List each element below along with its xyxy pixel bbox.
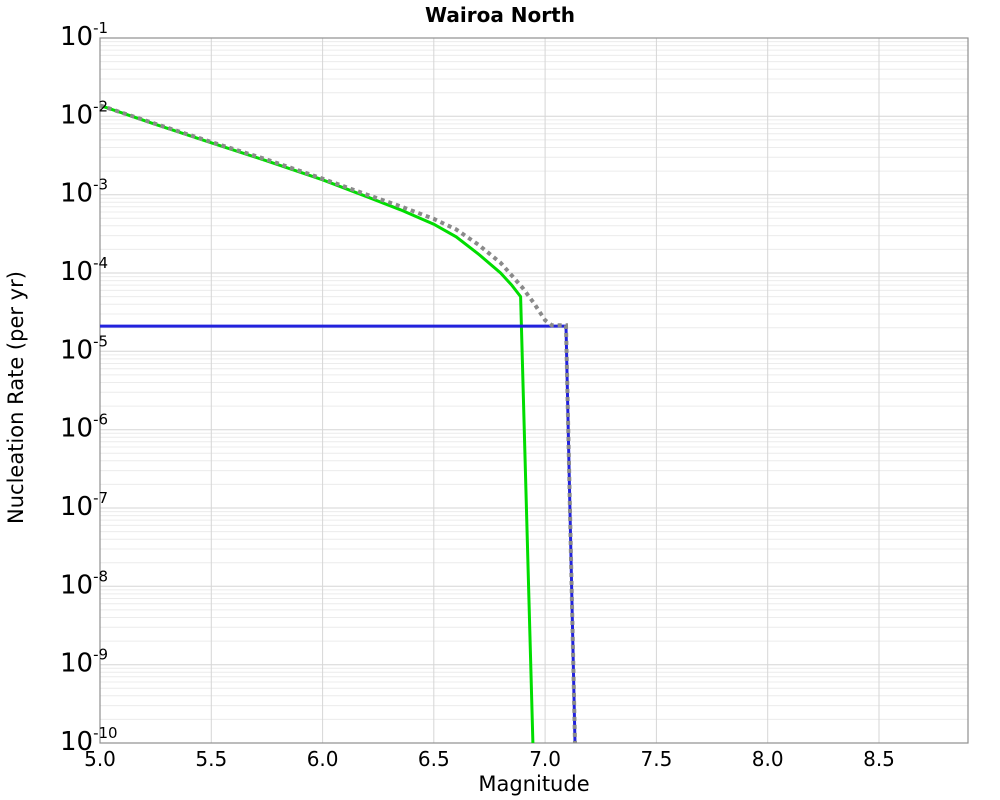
blue-solid-curve	[100, 324, 577, 744]
x-tick-label: 6.5	[418, 747, 450, 771]
x-tick-labels: 5.0 5.5 6.0 6.5 7.0 7.5 8.0 8.5	[84, 747, 895, 771]
x-tick-label: 8.0	[752, 747, 784, 771]
y-tick-label: 10-6	[60, 411, 108, 444]
x-tick-label: 6.0	[307, 747, 339, 771]
x-tick-label: 7.5	[640, 747, 672, 771]
y-tick-label: 10-3	[60, 176, 108, 209]
plot-frame	[99, 37, 969, 744]
x-tick-label: 5.0	[84, 747, 116, 771]
grid-minor-horizontal	[100, 41, 968, 720]
y-tick-label: 10-9	[60, 646, 108, 679]
y-tick-label: 10-7	[60, 489, 108, 522]
gray-dotted-curve	[99, 103, 577, 744]
y-tick-label: 10-8	[60, 567, 108, 600]
x-axis-label: Magnitude	[478, 772, 590, 796]
chart-title: Wairoa North	[425, 3, 575, 27]
x-tick-label: 5.5	[195, 747, 227, 771]
y-tick-label: 10-4	[60, 254, 108, 287]
series-curves	[99, 103, 577, 744]
y-tick-label: 10-2	[60, 97, 108, 130]
y-tick-labels: 10-110-210-310-410-510-610-710-810-910-1…	[60, 19, 118, 757]
x-tick-label: 8.5	[863, 747, 895, 771]
grid-major-horizontal	[100, 37, 968, 744]
y-axis-label: Nucleation Rate (per yr)	[4, 271, 28, 524]
y-tick-label: 10-5	[60, 332, 108, 365]
x-tick-label: 7.0	[529, 747, 561, 771]
green-solid-curve	[99, 103, 535, 744]
